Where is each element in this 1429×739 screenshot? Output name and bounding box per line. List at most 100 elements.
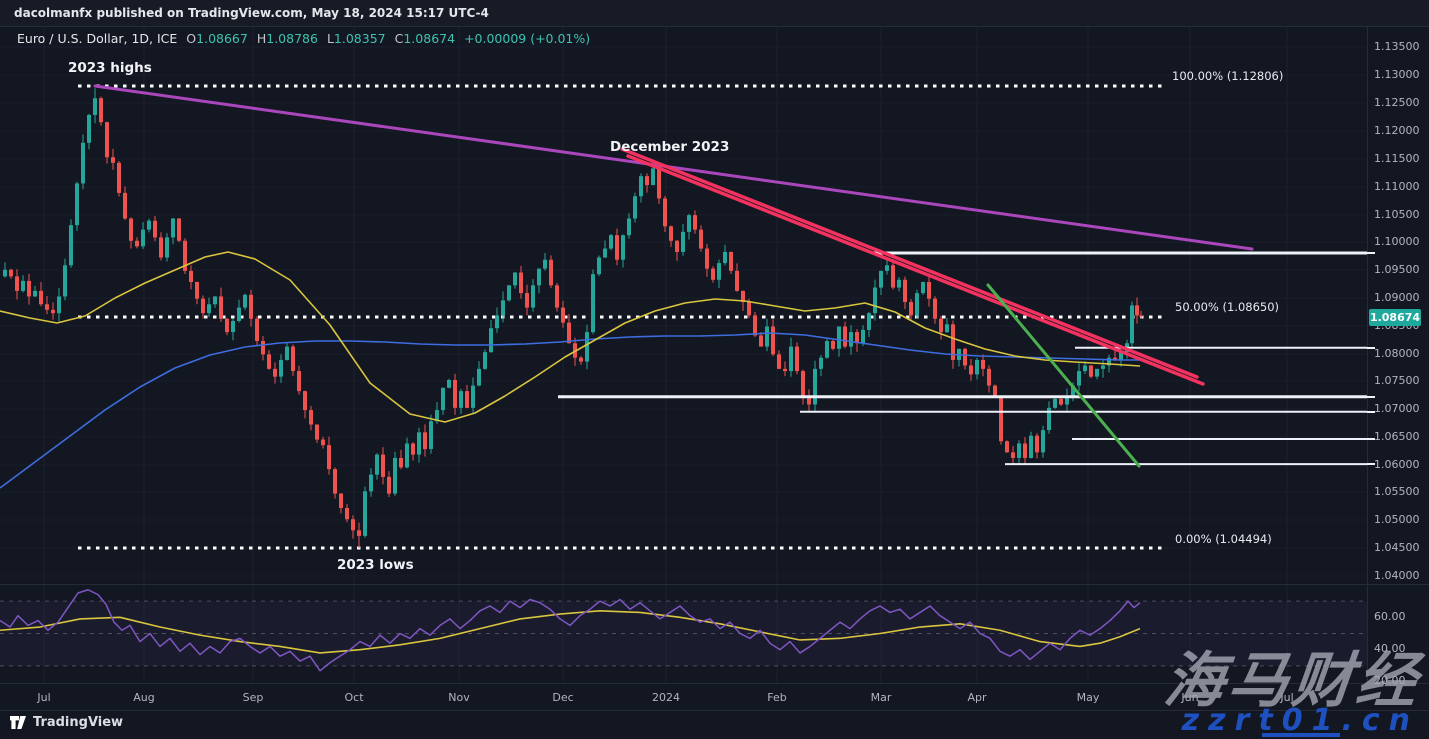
candle-body (153, 220, 157, 238)
candle-body (861, 329, 865, 344)
candle-body (819, 357, 823, 369)
candle-body (27, 280, 31, 297)
falling-channel-upper-trendline[interactable] (620, 147, 1199, 379)
candle-body (243, 294, 247, 308)
price-tick-label: 1.10500 (1374, 208, 1420, 221)
candle-body (363, 491, 367, 536)
candle-body (663, 198, 667, 227)
time-tick-label: Jun (1181, 691, 1199, 704)
candle-body (309, 410, 313, 425)
candle-body (1130, 305, 1134, 344)
candle-body (729, 251, 733, 271)
price-tick-label: 1.12500 (1374, 96, 1420, 109)
candle-body (849, 332, 853, 347)
candle-body (813, 368, 817, 405)
candle-body (903, 279, 907, 303)
fib-label-0[interactable]: 0.00% (1.04494) (1175, 532, 1272, 546)
candle-body (825, 341, 829, 358)
candle-body (747, 302, 751, 316)
price-tick-label: 1.05500 (1374, 485, 1420, 498)
candle-body (933, 298, 937, 319)
candle-body (501, 300, 505, 316)
candle-body (681, 231, 685, 252)
candle-body (627, 218, 631, 236)
candle-body (345, 508, 349, 520)
candle-body (45, 304, 49, 310)
candle-body (1035, 435, 1039, 453)
price-tick-label: 1.04000 (1374, 569, 1420, 582)
candle-body (393, 457, 397, 494)
candle-body (15, 276, 19, 291)
candle-body (921, 281, 925, 294)
price-tick-label: 1.13000 (1374, 68, 1420, 81)
falling-channel-lower-trendline[interactable] (626, 154, 1205, 386)
candle-body (255, 318, 259, 342)
steep-downtrend-trendline[interactable] (986, 283, 1141, 468)
candle-body (555, 285, 559, 308)
price-tick-label: 1.07500 (1374, 374, 1420, 387)
symbol-title[interactable]: Euro / U.S. Dollar, 1D, ICE (17, 31, 178, 46)
downtrend-from-2023-highs-trendline[interactable] (93, 84, 1254, 251)
candle-body (615, 235, 619, 260)
price-tick-label: 1.12000 (1374, 124, 1420, 137)
fib-label-50[interactable]: 50.00% (1.08650) (1175, 300, 1280, 314)
candle-body (423, 432, 427, 450)
candle-body (765, 326, 769, 347)
candle-body (183, 240, 187, 271)
candle-body (1053, 398, 1057, 408)
fib-label-100[interactable]: 100.00% (1.12806) (1172, 69, 1284, 83)
candle-body (1083, 365, 1087, 372)
candle-body (513, 272, 517, 286)
time-tick-label: Dec (552, 691, 574, 704)
candle-body (51, 309, 55, 314)
pane-separator[interactable] (0, 584, 1429, 585)
ma-fast-line[interactable] (0, 251, 1141, 423)
annotation-december-2023[interactable]: December 2023 (610, 139, 730, 155)
candle-body (405, 443, 409, 468)
candle-body (687, 215, 691, 232)
last-price-badge: 1.08674 (1369, 309, 1421, 326)
level-axis-marker (1367, 410, 1375, 413)
candle-body (753, 315, 757, 336)
annotation-2023-lows[interactable]: 2023 lows (337, 557, 414, 573)
high-value: 1.08786 (266, 31, 318, 46)
price-tick-label: 1.11500 (1374, 152, 1420, 165)
candle-body (783, 368, 787, 372)
low-label: L (326, 31, 334, 46)
candle-body (759, 335, 763, 347)
level-axis-marker (1367, 346, 1375, 349)
candle-body (321, 439, 325, 446)
candle-body (75, 183, 79, 226)
candle-body (339, 493, 343, 509)
candle-body (1059, 398, 1063, 405)
candle-body (165, 237, 169, 258)
candle-body (465, 391, 469, 408)
candle-body (597, 257, 601, 275)
candle-body (33, 290, 37, 297)
price-tick-label: 1.06000 (1374, 458, 1420, 471)
close-label: C (394, 31, 404, 46)
candle-body (975, 359, 979, 375)
publish-bar: dacolmanfx published on TradingView.com,… (0, 0, 1429, 27)
level-axis-marker (1367, 395, 1375, 398)
rsi-line[interactable] (0, 589, 1141, 672)
candle-body (801, 371, 805, 397)
tradingview-logo-icon (10, 716, 26, 729)
candle-body (675, 240, 679, 252)
candle-body (147, 220, 151, 230)
high-label: H (256, 31, 267, 46)
candle-body (519, 272, 523, 294)
candle-body (207, 304, 211, 314)
price-axis-separator (1367, 27, 1368, 683)
candle-body (537, 268, 541, 286)
candle-body (1135, 305, 1139, 316)
candle-body (219, 296, 223, 319)
time-tick-label: Jul (37, 691, 51, 704)
ma-slow-line[interactable] (0, 332, 1140, 489)
candle-body (357, 530, 361, 536)
tradingview-logo[interactable]: TradingView (10, 715, 123, 730)
symbol-legend[interactable]: Euro / U.S. Dollar, 1D, ICE O 1.08667 H 1.… (17, 31, 590, 49)
annotation-2023-highs[interactable]: 2023 highs (68, 60, 152, 76)
rsi-ma-line[interactable] (0, 610, 1141, 654)
